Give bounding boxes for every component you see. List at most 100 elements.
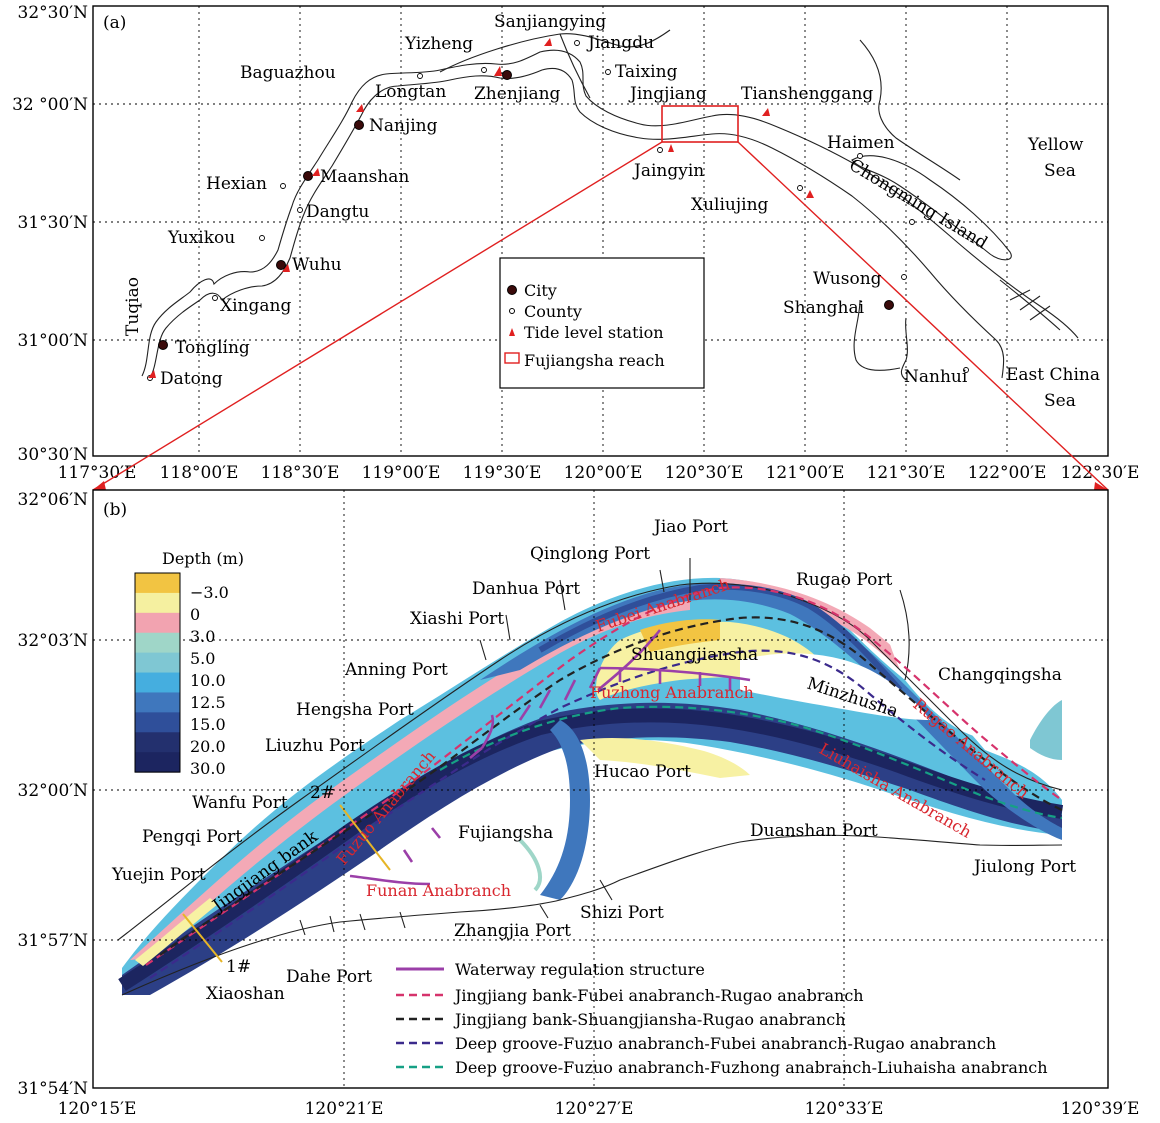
tide-station-icon [544, 38, 552, 46]
depth-map [118, 558, 1064, 995]
place-label: Sanjiangying [494, 12, 606, 32]
panel-b-coastline [117, 558, 1063, 996]
place-label: Sea [1044, 161, 1076, 181]
route-deep-fuzuo-fuzhong-liuhaisha [439, 705, 1063, 820]
section-lines [182, 804, 391, 963]
place-label: Changqingsha [938, 665, 1062, 685]
zoom-line-left [92, 141, 663, 491]
lon-tick: 118°00′E [160, 463, 239, 483]
place-label: Nanhui [904, 367, 968, 387]
place-label: Tuqiao [123, 277, 143, 336]
route-jingjiang-shuangjiansha-rugao [159, 616, 1063, 956]
route-legend-label: Waterway regulation structure [455, 960, 705, 979]
place-label: Qinglong Port [530, 544, 650, 564]
legend-reach: Fujiangsha reach [524, 351, 665, 370]
legend-county: County [524, 302, 582, 321]
place-label: Xingang [220, 296, 291, 316]
route-lines [145, 586, 1063, 979]
depth-swatch [135, 632, 180, 654]
lat-tick: 31°57′N [18, 931, 89, 951]
lat-tick: 31°30′N [18, 213, 89, 233]
city-icon [502, 70, 512, 80]
depth-label: 10.0 [190, 671, 226, 690]
lon-tick: 120°21′E [305, 1099, 384, 1119]
city-icon [303, 171, 313, 181]
lat-tick: 32 °00′N [12, 95, 88, 115]
panel-a-lon-ticks: 117°30′E 118°00′E 118°30′E 119°00′E 119°… [58, 463, 1140, 483]
place-label: Hucao Port [594, 762, 691, 782]
depth-swatch [135, 712, 180, 733]
route-legend-label: Jingjiang bank-Fubei anabranch-Rugao ana… [453, 986, 864, 1005]
place-label: Jiulong Port [972, 857, 1076, 877]
place-label: Jiao Port [652, 517, 728, 537]
arrow-right-icon [1094, 482, 1108, 490]
place-label: East China [1006, 365, 1100, 385]
lon-tick: 119°30′E [463, 463, 542, 483]
place-label: Tongling [175, 338, 250, 358]
depth-swatches [134, 572, 181, 773]
depth-label: 12.5 [190, 693, 226, 712]
section-1-line [182, 913, 223, 963]
lat-tick: 31°00′N [18, 331, 89, 351]
panel-b-grid [93, 490, 1108, 1088]
place-label: Liuzhu Port [265, 736, 365, 756]
place-label: Anning Port [344, 660, 448, 680]
place-label: Rugao Port [796, 570, 893, 590]
place-label: Xiaoshan [206, 984, 285, 1004]
panel-a-legend: City County Tide level station Fujiangsh… [499, 257, 705, 389]
panel-b: (b) [18, 489, 1139, 1119]
tide-station-icon [509, 328, 515, 336]
place-label: Shanghai [783, 298, 865, 318]
place-label: Zhenjiang [474, 84, 561, 104]
place-label: Dangtu [306, 202, 369, 222]
depth-swatch [135, 752, 180, 773]
lon-tick: 122°30′E [1061, 463, 1140, 483]
depth-label: 5.0 [190, 649, 215, 668]
route-legend-label: Deep groove-Fuzuo anabranch-Fuzhong anab… [455, 1058, 1048, 1077]
lon-tick: 120°33′E [805, 1099, 884, 1119]
lon-tick: 120°27′E [555, 1099, 634, 1119]
place-label: Yuejin Port [111, 865, 206, 885]
depth-swatch [135, 672, 180, 693]
place-label: Danhua Port [472, 579, 580, 599]
place-label: Sea [1044, 391, 1076, 411]
lon-tick: 120°30′E [665, 463, 744, 483]
lat-tick: 32°00′N [18, 781, 89, 801]
county-markers [147, 40, 969, 381]
route-legend-label: Jingjiang bank-Shuangjiansha-Rugao anabr… [453, 1010, 846, 1029]
place-label: Chongming Island [845, 155, 991, 253]
lat-tick: 32°03′N [18, 631, 89, 651]
place-label: Nanjing [369, 116, 438, 136]
place-label: Xiashi Port [410, 609, 504, 629]
city-icon [158, 340, 168, 350]
place-label: Hexian [206, 174, 267, 194]
lon-tick: 120°00′E [564, 463, 643, 483]
fujiangsha-reach-box [661, 105, 739, 143]
lon-tick: 120°15′E [58, 1099, 137, 1119]
panel-a-lat-ticks: 32°30′N 32 °00′N 31°30′N 31°00′N 30°30′N [12, 3, 88, 465]
county-icon [509, 308, 515, 314]
lon-tick: 122°00′E [968, 463, 1047, 483]
panel-a: (a) 32°30′N 32 °00′N 31°30′N 31°00′N 30°… [12, 3, 1140, 491]
place-label: Pengqi Port [142, 827, 242, 847]
depth-legend: Depth (m) −3.0 0 3.0 5.0 10.0 12.5 15.0 … [134, 549, 244, 778]
panel-a-tag: (a) [103, 13, 126, 33]
route-deep-fuzuo-fubei-rugao [149, 649, 986, 979]
tide-station-icon [282, 264, 290, 272]
place-label: Jiangdu [586, 33, 654, 53]
depth-label: −3.0 [190, 583, 229, 602]
city-icon [276, 260, 286, 270]
tide-station-icon [356, 104, 364, 112]
place-label: Baguazhou [240, 63, 336, 83]
city-icon [354, 120, 364, 130]
regulation-structures [349, 629, 751, 886]
channel-label: Fuzhong Anabranch [590, 683, 754, 702]
place-label: Longtan [375, 82, 446, 102]
place-label: Wanfu Port [192, 793, 288, 813]
tide-station-icon [762, 108, 770, 116]
place-label: Yuxikou [167, 228, 235, 248]
lat-tick: 30°30′N [18, 445, 89, 465]
depth-swatch [135, 652, 180, 674]
section-label: 2# [310, 783, 335, 803]
